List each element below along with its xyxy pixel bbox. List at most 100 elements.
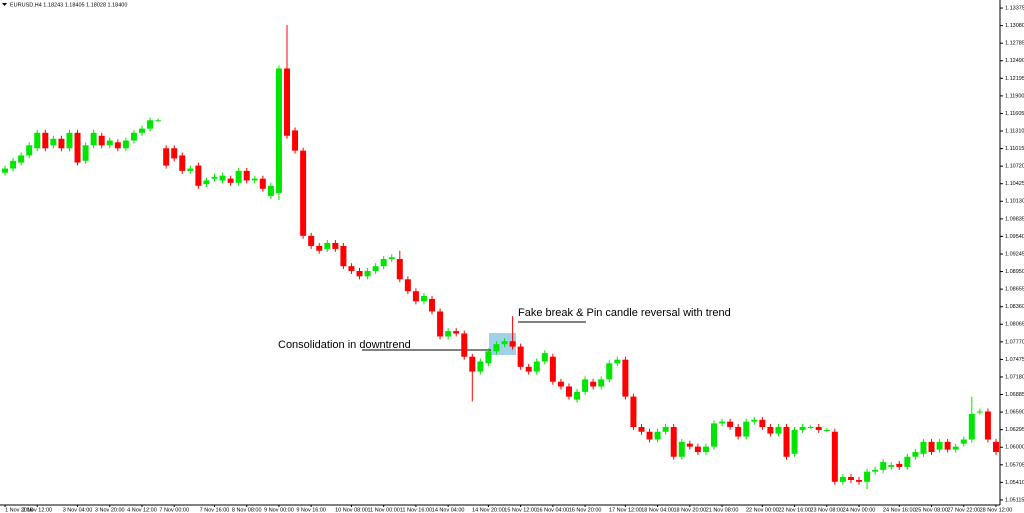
candle-body — [179, 155, 186, 171]
candle-body — [404, 279, 411, 292]
x-tick-label: 11 Nov 00:00 — [368, 507, 400, 513]
candle-body — [300, 150, 307, 236]
candle-body — [856, 479, 863, 482]
candle-body — [968, 413, 975, 440]
y-tick-label: 1.05705 — [1005, 462, 1024, 468]
candle-body — [284, 68, 291, 136]
y-tick-label: 1.12785 — [1005, 41, 1024, 47]
candle-body — [912, 451, 919, 457]
candle-body — [847, 477, 854, 480]
candle-body — [308, 235, 315, 246]
y-tick-label: 1.13375 — [1005, 5, 1024, 11]
candle-body — [469, 356, 476, 372]
x-tick-label: 3 Nov 20:00 — [95, 507, 125, 513]
candle-body — [356, 270, 363, 277]
y-tick-label: 1.11900 — [1005, 93, 1024, 99]
candle-body — [807, 426, 814, 428]
candle-body — [42, 132, 49, 149]
candle-body — [590, 381, 597, 387]
x-tick-label: 28 Nov 12:00 — [980, 507, 1013, 513]
y-tick-label: 1.12490 — [1005, 58, 1024, 64]
candle-body — [630, 396, 637, 427]
x-tick-label: 9 Nov 16:00 — [296, 507, 326, 513]
x-tick-label: 14 Nov 20:00 — [472, 507, 505, 513]
candle-body — [694, 446, 701, 452]
candle-body — [533, 361, 540, 372]
candle-body — [477, 361, 484, 372]
candle-body — [437, 311, 444, 337]
candle-body — [759, 419, 766, 427]
candle-body — [904, 456, 911, 467]
candle-body — [743, 421, 750, 437]
candle-body — [654, 431, 661, 440]
candle-body — [348, 266, 355, 271]
x-tick-label: 16 Nov 04:00 — [537, 507, 570, 513]
candle-body — [686, 443, 693, 447]
x-tick-label: 3 Nov 04:00 — [63, 507, 93, 513]
candle-body — [549, 356, 556, 382]
y-tick-label: 1.10720 — [1005, 164, 1024, 170]
candle-body — [187, 168, 194, 171]
candle-body — [976, 411, 983, 413]
x-tick-label: 17 Nov 12:00 — [609, 507, 642, 513]
candle-body — [872, 469, 879, 472]
candle-body — [58, 138, 65, 149]
x-tick-label: 8 Nov 08:00 — [232, 507, 262, 513]
candle-body — [719, 421, 726, 424]
candle-body — [420, 295, 427, 302]
candle-body — [203, 180, 210, 185]
candle-body — [525, 366, 532, 372]
candle-body — [259, 178, 266, 189]
x-tick-label: 2 Nov 12:00 — [22, 507, 52, 513]
y-tick-label: 1.06590 — [1005, 410, 1024, 416]
candle-body — [960, 439, 967, 444]
y-tick-label: 1.08360 — [1005, 304, 1024, 310]
candle-body — [831, 431, 838, 482]
x-tick-label: 24 Nov 00:00 — [843, 507, 876, 513]
candle-body — [10, 160, 17, 169]
x-tick-label: 7 Nov 00:00 — [159, 507, 189, 513]
candle-body — [598, 379, 605, 387]
candle-body — [606, 363, 613, 380]
candle-body — [372, 266, 379, 271]
candle-body — [839, 477, 846, 482]
candle-body — [332, 242, 339, 249]
candle-body — [767, 426, 774, 434]
candle-body — [864, 471, 871, 482]
x-tick-label: 15 Nov 12:00 — [504, 507, 537, 513]
x-tick-label: 18 Nov 04:00 — [641, 507, 674, 513]
candle-body — [90, 132, 97, 146]
candle-body — [509, 341, 516, 347]
y-tick-label: 1.05115 — [1005, 497, 1024, 503]
candle-body — [34, 132, 41, 149]
candle-body — [445, 331, 452, 337]
candle-body — [574, 391, 581, 400]
candle-body — [791, 429, 798, 454]
y-tick-label: 1.12195 — [1005, 76, 1024, 82]
candle-body — [50, 138, 57, 146]
candle-body — [501, 341, 508, 345]
candle-body — [98, 135, 105, 146]
x-tick-label: 22 Nov 16:00 — [778, 507, 811, 513]
candle-body — [340, 245, 347, 267]
candle-body — [992, 441, 999, 452]
candle-body — [122, 140, 129, 149]
candle-body — [147, 120, 154, 129]
candle-body — [364, 270, 371, 277]
y-tick-label: 1.07770 — [1005, 339, 1024, 345]
x-tick-label: 25 Nov 08:00 — [915, 507, 948, 513]
candle-body — [163, 148, 170, 166]
candle-body — [243, 170, 250, 181]
candle-body — [18, 155, 25, 163]
candle-body — [936, 441, 943, 450]
candle-body — [324, 242, 331, 249]
candle-body — [896, 463, 903, 467]
candle-body — [453, 331, 460, 334]
y-tick-label: 1.08655 — [1005, 287, 1024, 293]
candle-body — [171, 148, 178, 159]
y-tick-label: 1.07180 — [1005, 374, 1024, 380]
candle-body — [429, 298, 436, 312]
candle-body — [565, 386, 572, 397]
y-tick-label: 1.08065 — [1005, 322, 1024, 328]
candle-body — [622, 359, 629, 397]
